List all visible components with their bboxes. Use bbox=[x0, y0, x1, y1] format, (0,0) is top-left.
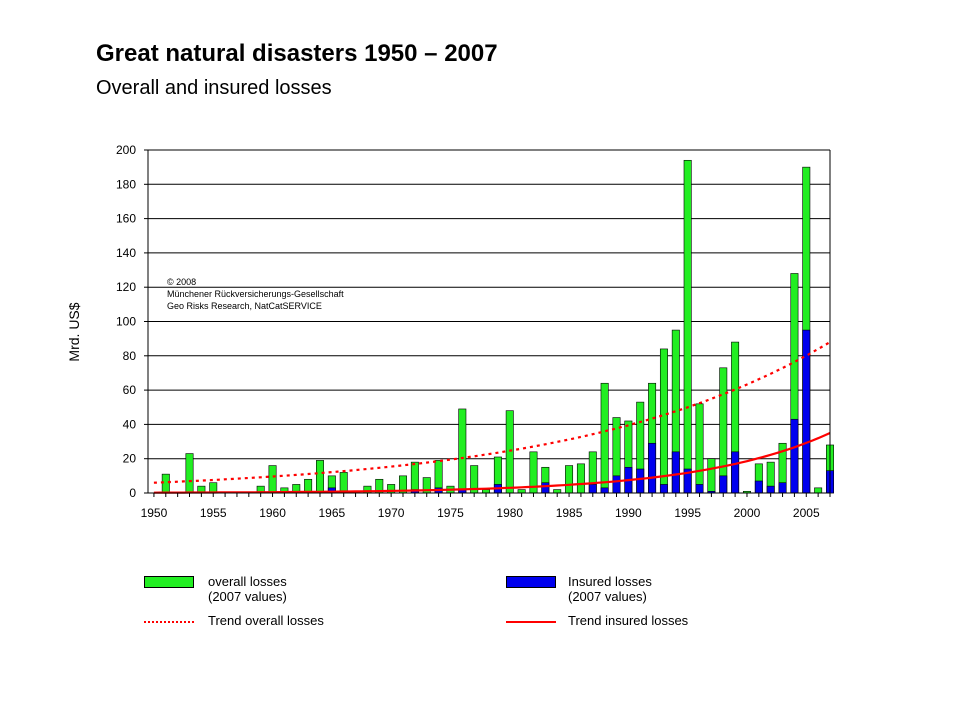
bar-overall-losses bbox=[719, 367, 728, 494]
x-tick-label: 2000 bbox=[734, 506, 761, 520]
legend-line-trend-insured bbox=[506, 621, 556, 623]
y-tick-label: 60 bbox=[123, 383, 137, 397]
y-tick-label: 200 bbox=[116, 143, 136, 157]
bar-overall-losses bbox=[600, 382, 609, 494]
bar-overall-losses bbox=[185, 453, 194, 494]
bar-insured-losses bbox=[636, 468, 645, 494]
x-tick-label: 1995 bbox=[674, 506, 701, 520]
bar-insured-losses bbox=[612, 475, 621, 494]
bars bbox=[161, 159, 834, 494]
bar-insured-losses bbox=[659, 484, 668, 494]
bar-insured-losses bbox=[588, 484, 597, 494]
axes bbox=[144, 149, 831, 497]
legend-swatch-insured bbox=[506, 576, 556, 588]
legend-label: Trend insured losses bbox=[568, 613, 689, 628]
trend-overall-losses bbox=[153, 341, 831, 484]
y-tick-label: 120 bbox=[116, 280, 136, 294]
legend-line-trend-overall bbox=[144, 621, 194, 623]
bar-overall-losses bbox=[517, 489, 526, 494]
legend-label: Insured losses bbox=[568, 574, 652, 589]
chart-subtitle: Overall and insured losses bbox=[96, 77, 332, 99]
bar-overall-losses bbox=[576, 463, 585, 494]
y-axis-label: Mrd. US$ bbox=[66, 302, 82, 361]
bar-overall-losses bbox=[695, 403, 704, 494]
bar-overall-losses bbox=[410, 461, 419, 494]
x-tick-label: 2005 bbox=[793, 506, 820, 520]
bar-insured-losses bbox=[541, 482, 550, 494]
y-tick-label: 180 bbox=[116, 177, 136, 191]
bar-overall-losses bbox=[458, 408, 467, 494]
bar-overall-losses bbox=[339, 472, 348, 494]
chart-title: Great natural disasters 1950 – 2007 bbox=[96, 40, 498, 67]
bar-overall-losses bbox=[707, 458, 716, 494]
bar-insured-losses bbox=[648, 442, 657, 494]
legend-swatch-overall bbox=[144, 576, 194, 588]
x-tick-label: 1955 bbox=[200, 506, 227, 520]
copyright-line: Geo Risks Research, NatCatSERVICE bbox=[167, 301, 322, 311]
y-tick-label: 0 bbox=[129, 486, 136, 500]
bar-insured-losses bbox=[695, 484, 704, 494]
legend-label: (2007 values) bbox=[208, 589, 287, 604]
x-tick-label: 1970 bbox=[378, 506, 405, 520]
y-tick-label: 140 bbox=[116, 246, 136, 260]
copyright-note: © 2008 Münchener Rückversicherungs-Gesel… bbox=[167, 277, 344, 311]
x-tick-label: 1960 bbox=[259, 506, 286, 520]
bar-overall-losses bbox=[482, 489, 491, 494]
y-tick-label: 160 bbox=[116, 212, 136, 226]
x-tick-label: 1990 bbox=[615, 506, 642, 520]
bar-overall-losses bbox=[814, 487, 823, 494]
grid-lines bbox=[148, 149, 830, 494]
copyright-line: Münchener Rückversicherungs-Gesellschaft bbox=[167, 289, 344, 299]
bar-insured-losses bbox=[790, 418, 799, 494]
bar-overall-losses bbox=[268, 465, 277, 494]
bar-insured-losses bbox=[600, 487, 609, 494]
trend-insured-losses bbox=[153, 431, 831, 494]
x-tick-label: 1985 bbox=[556, 506, 583, 520]
legend-label: overall losses bbox=[208, 574, 287, 589]
bar-insured-losses bbox=[766, 485, 775, 494]
x-tick-label: 1965 bbox=[318, 506, 345, 520]
y-tick-label: 40 bbox=[123, 417, 137, 431]
bar-overall-losses bbox=[505, 410, 514, 494]
x-tick-label: 1980 bbox=[496, 506, 523, 520]
trend-lines bbox=[153, 341, 831, 494]
bar-insured-losses bbox=[719, 475, 728, 494]
bar-overall-losses bbox=[565, 465, 574, 494]
bar-overall-losses bbox=[316, 460, 324, 494]
bar-overall-losses bbox=[683, 159, 692, 494]
y-tick-labels: 0 20 40 60 80 100 120 140 160 180 200 bbox=[116, 143, 136, 500]
bar-insured-losses bbox=[671, 451, 680, 494]
bar-overall-losses bbox=[553, 489, 562, 494]
bar-insured-losses bbox=[778, 482, 787, 494]
y-tick-label: 100 bbox=[116, 315, 136, 329]
bar-insured-losses bbox=[731, 451, 740, 494]
y-tick-label: 20 bbox=[123, 452, 137, 466]
x-tick-label: 1950 bbox=[141, 506, 168, 520]
y-tick-label: 80 bbox=[123, 349, 137, 363]
bar-overall-losses bbox=[659, 348, 668, 494]
x-tick-labels: 1950 1955 1960 1965 1970 1975 1980 1985 1990 1995… bbox=[141, 506, 820, 520]
copyright-line: © 2008 bbox=[167, 277, 196, 287]
bar-insured-losses bbox=[754, 480, 763, 494]
x-tick-label: 1975 bbox=[437, 506, 464, 520]
legend-label: Trend overall losses bbox=[208, 613, 324, 628]
legend-label: (2007 values) bbox=[568, 589, 647, 604]
bar-overall-losses bbox=[161, 473, 170, 494]
